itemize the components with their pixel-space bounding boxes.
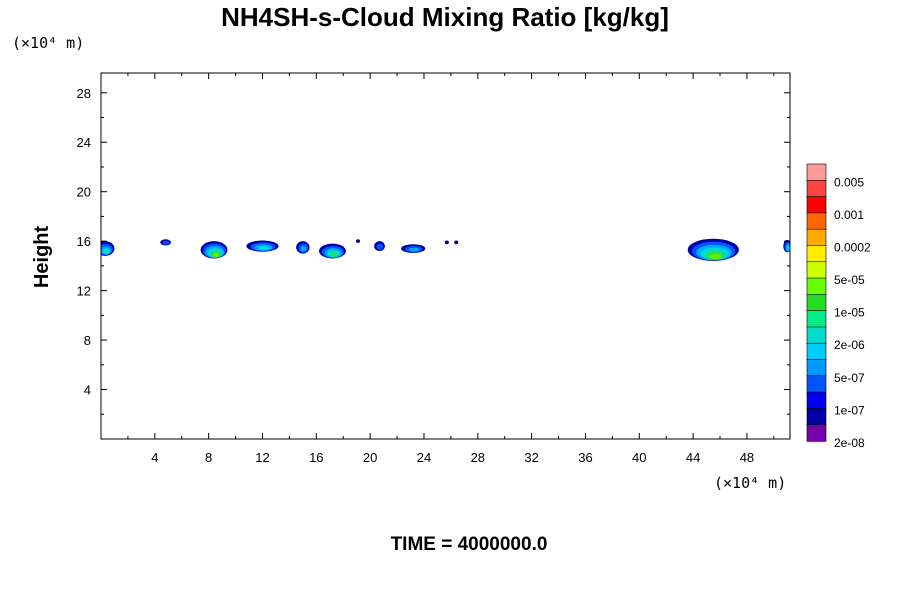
cloud: [101, 241, 115, 256]
colorbar-label: 5e-07: [834, 371, 865, 385]
time-label: TIME = 4000000.0: [391, 534, 548, 555]
colorbar-swatch: [806, 228, 827, 247]
cloud: [444, 240, 449, 245]
colorbar-label: 1e-07: [834, 403, 865, 417]
cloud-contour: [787, 246, 790, 251]
y-axis-label: Height: [31, 226, 53, 289]
cloud: [783, 239, 790, 253]
x-tick-label: 24: [417, 450, 431, 465]
cloud-contour: [376, 243, 384, 250]
colorbar-swatch: [806, 261, 827, 279]
x-tick-label: 20: [363, 450, 377, 465]
cloud-contour: [408, 247, 420, 252]
cloud: [296, 241, 310, 254]
x-tick-label: 16: [309, 450, 323, 465]
cloud: [246, 240, 279, 252]
colorbar-swatch: [806, 424, 827, 442]
colorbar-swatch: [806, 375, 827, 393]
colorbar-swatch: [806, 179, 827, 198]
y-tick-label: 24: [77, 135, 91, 150]
colorbar-label: 2e-08: [834, 436, 865, 450]
y-tick-label: 12: [77, 284, 91, 299]
colorbar-label: 5e-05: [834, 273, 865, 287]
plot-frame: [100, 72, 791, 440]
colorbar-swatch: [806, 408, 827, 426]
colorbar-swatch: [806, 277, 827, 296]
cloud: [401, 244, 426, 253]
cloud-contour: [444, 240, 449, 245]
y-tick-label: 20: [77, 185, 91, 200]
colorbar-swatch: [806, 326, 827, 344]
colorbar-label: 0.005: [834, 175, 864, 189]
cloud: [687, 238, 739, 261]
colorbar-swatch: [806, 245, 827, 263]
y-tick-label: 4: [84, 383, 91, 398]
x-tick-label: 4: [151, 450, 158, 465]
x-tick-label: 12: [255, 450, 269, 465]
x-tick-label: 44: [686, 450, 700, 465]
x-tick-label: 32: [524, 450, 538, 465]
colorbar-swatch: [806, 359, 827, 377]
colorbar-swatch: [806, 212, 827, 230]
cloud: [160, 239, 171, 246]
y-tick-label: 16: [77, 234, 91, 249]
colorbar-swatch: [806, 196, 827, 214]
cloud-contour: [162, 240, 170, 245]
colorbar-swatch: [806, 342, 827, 361]
x-tick-label: 40: [632, 450, 646, 465]
cloud-contour: [454, 240, 459, 245]
chart-title: NH4SH-s-Cloud Mixing Ratio [kg/kg]: [221, 2, 669, 32]
y-tick-label: 8: [84, 333, 91, 348]
x-tick-label: 48: [740, 450, 754, 465]
colorbar: 0.005 0.001 0.0002 5e-05 1e-05 2e-06 5e-07 1e-0…: [806, 163, 871, 450]
cloud-contour: [102, 248, 110, 254]
colorbar-swatch: [806, 391, 827, 410]
cloud-contour: [709, 253, 722, 260]
y-unit-label: (×10⁴ m): [12, 34, 84, 52]
cloud-contour: [330, 252, 338, 257]
colorbar-swatch: [806, 310, 827, 328]
colorbar-label: 0.0002: [834, 240, 871, 254]
cloud-contour: [356, 239, 361, 244]
cloud-contour: [300, 246, 307, 252]
colorbar-swatch: [806, 294, 827, 312]
x-tick-label: 28: [471, 450, 485, 465]
cloud: [356, 239, 361, 244]
cloud: [200, 241, 228, 259]
y-tick-label: 28: [77, 86, 91, 101]
cloud: [454, 240, 459, 245]
cloud: [319, 243, 346, 259]
x-tick-label: 36: [578, 450, 592, 465]
colorbar-swatch: [806, 163, 827, 181]
colorbar-label: 1e-05: [834, 306, 865, 320]
cloud-field: [101, 238, 790, 261]
cloud-contour: [258, 246, 270, 251]
colorbar-label: 2e-06: [834, 338, 865, 352]
x-tick-label: 8: [205, 450, 212, 465]
colorbar-label: 0.001: [834, 208, 864, 222]
cloud: [374, 241, 385, 252]
x-unit-label: (×10⁴ m): [714, 474, 786, 492]
cloud-contour: [212, 252, 220, 258]
